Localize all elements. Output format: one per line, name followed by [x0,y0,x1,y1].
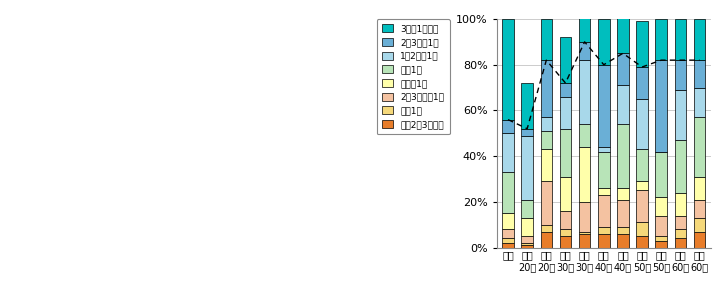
Bar [694,232,705,248]
Bar [694,177,705,200]
Bar [656,241,667,248]
Bar [694,19,705,60]
Bar [598,195,610,227]
Bar [521,243,533,245]
Bar [598,147,610,152]
Bar [579,124,590,147]
Bar [636,181,648,191]
Bar [617,227,629,234]
Bar [560,211,571,229]
Bar [636,236,648,248]
Bar [656,197,667,216]
Bar [502,229,514,238]
Bar [636,222,648,236]
Bar [541,181,552,225]
Bar [541,131,552,149]
Bar [617,188,629,200]
Bar [674,19,686,60]
Bar [617,85,629,124]
Bar [674,140,686,193]
Bar [521,218,533,236]
Bar [560,129,571,177]
Bar [579,232,590,234]
Bar [560,83,571,97]
Bar [636,191,648,222]
Bar [521,236,533,243]
Bar [617,234,629,248]
Bar [656,152,667,197]
Bar [579,147,590,202]
Bar [521,83,533,129]
Bar [541,149,552,181]
Legend: 3年に1回未満, 2〜3年に1回, 1〜2年に1回, 年に1回, 半年に1回, 2〜3カ月に1回, 月に1回, 月に2〜3回以上: 3年に1回未満, 2〜3年に1回, 1〜2年に1回, 年に1回, 半年に1回, … [377,19,449,134]
Bar [674,238,686,248]
Bar [579,234,590,248]
Bar [579,60,590,124]
Bar [656,216,667,236]
Bar [674,193,686,216]
Bar [674,229,686,238]
Bar [636,99,648,149]
Bar [579,1,590,42]
Bar [560,229,571,236]
Bar [656,60,667,152]
Bar [502,172,514,213]
Bar [617,124,629,188]
Bar [560,236,571,248]
Bar [694,88,705,117]
Bar [656,19,667,60]
Bar [541,19,552,60]
Bar [598,234,610,248]
Bar [598,19,610,65]
Bar [521,245,533,248]
Bar [541,117,552,131]
Bar [560,97,571,129]
Bar [521,129,533,135]
Bar [674,90,686,140]
Bar [694,200,705,218]
Bar [521,135,533,200]
Bar [521,200,533,218]
Bar [617,53,629,85]
Bar [502,213,514,229]
Bar [656,236,667,241]
Bar [636,67,648,99]
Bar [598,152,610,188]
Bar [502,120,514,133]
Bar [617,12,629,53]
Bar [598,188,610,195]
Bar [502,133,514,172]
Bar [579,42,590,60]
Bar [541,60,552,117]
Bar [694,218,705,232]
Bar [579,202,590,232]
Bar [694,60,705,88]
Bar [636,149,648,181]
Bar [674,60,686,90]
Bar [674,216,686,229]
Bar [502,243,514,248]
Bar [598,227,610,234]
Bar [694,117,705,177]
Bar [598,65,610,147]
Bar [560,177,571,211]
Bar [502,238,514,243]
Bar [636,21,648,67]
Bar [502,19,514,120]
Bar [560,37,571,83]
Bar [541,225,552,232]
Bar [541,232,552,248]
Bar [617,200,629,227]
